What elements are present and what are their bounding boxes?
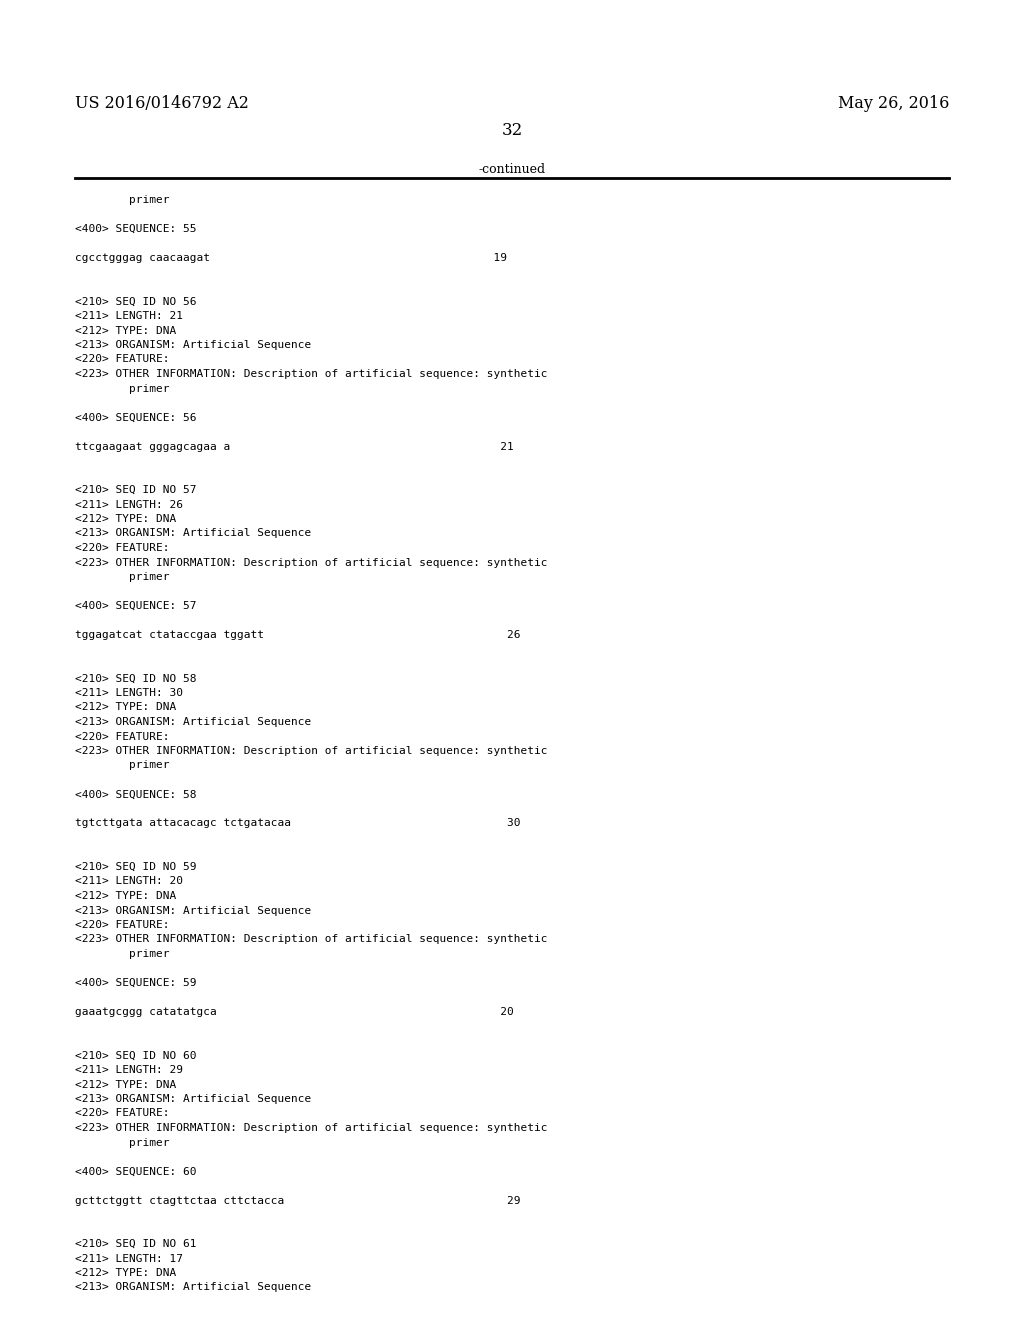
Text: <210> SEQ ID NO 60: <210> SEQ ID NO 60	[75, 1051, 197, 1060]
Text: <400> SEQUENCE: 55: <400> SEQUENCE: 55	[75, 224, 197, 234]
Text: <223> OTHER INFORMATION: Description of artificial sequence: synthetic: <223> OTHER INFORMATION: Description of …	[75, 1123, 548, 1133]
Text: <212> TYPE: DNA: <212> TYPE: DNA	[75, 1269, 176, 1278]
Text: <212> TYPE: DNA: <212> TYPE: DNA	[75, 891, 176, 902]
Text: primer: primer	[75, 384, 170, 393]
Text: <400> SEQUENCE: 56: <400> SEQUENCE: 56	[75, 412, 197, 422]
Text: <213> ORGANISM: Artificial Sequence: <213> ORGANISM: Artificial Sequence	[75, 528, 311, 539]
Text: primer: primer	[75, 949, 170, 960]
Text: <213> ORGANISM: Artificial Sequence: <213> ORGANISM: Artificial Sequence	[75, 906, 311, 916]
Text: <211> LENGTH: 20: <211> LENGTH: 20	[75, 876, 183, 887]
Text: <220> FEATURE:: <220> FEATURE:	[75, 543, 170, 553]
Text: <211> LENGTH: 30: <211> LENGTH: 30	[75, 688, 183, 698]
Text: tgtcttgata attacacagc tctgatacaa                                30: tgtcttgata attacacagc tctgatacaa 30	[75, 818, 520, 829]
Text: <212> TYPE: DNA: <212> TYPE: DNA	[75, 513, 176, 524]
Text: <211> LENGTH: 29: <211> LENGTH: 29	[75, 1065, 183, 1074]
Text: -continued: -continued	[478, 162, 546, 176]
Text: primer: primer	[75, 760, 170, 771]
Text: US 2016/0146792 A2: US 2016/0146792 A2	[75, 95, 249, 112]
Text: cgcctgggag caacaagat                                          19: cgcctgggag caacaagat 19	[75, 253, 507, 263]
Text: <220> FEATURE:: <220> FEATURE:	[75, 355, 170, 364]
Text: <220> FEATURE:: <220> FEATURE:	[75, 731, 170, 742]
Text: tggagatcat ctataccgaa tggatt                                    26: tggagatcat ctataccgaa tggatt 26	[75, 630, 520, 640]
Text: <400> SEQUENCE: 57: <400> SEQUENCE: 57	[75, 601, 197, 611]
Text: <211> LENGTH: 17: <211> LENGTH: 17	[75, 1254, 183, 1263]
Text: primer: primer	[75, 1138, 170, 1147]
Text: <223> OTHER INFORMATION: Description of artificial sequence: synthetic: <223> OTHER INFORMATION: Description of …	[75, 370, 548, 379]
Text: 32: 32	[502, 121, 522, 139]
Text: <210> SEQ ID NO 61: <210> SEQ ID NO 61	[75, 1239, 197, 1249]
Text: <223> OTHER INFORMATION: Description of artificial sequence: synthetic: <223> OTHER INFORMATION: Description of …	[75, 746, 548, 756]
Text: <210> SEQ ID NO 56: <210> SEQ ID NO 56	[75, 297, 197, 306]
Text: <213> ORGANISM: Artificial Sequence: <213> ORGANISM: Artificial Sequence	[75, 1283, 311, 1292]
Text: <220> FEATURE:: <220> FEATURE:	[75, 1109, 170, 1118]
Text: <400> SEQUENCE: 60: <400> SEQUENCE: 60	[75, 1167, 197, 1176]
Text: primer: primer	[75, 572, 170, 582]
Text: <211> LENGTH: 21: <211> LENGTH: 21	[75, 312, 183, 321]
Text: <212> TYPE: DNA: <212> TYPE: DNA	[75, 326, 176, 335]
Text: <210> SEQ ID NO 59: <210> SEQ ID NO 59	[75, 862, 197, 873]
Text: <223> OTHER INFORMATION: Description of artificial sequence: synthetic: <223> OTHER INFORMATION: Description of …	[75, 935, 548, 945]
Text: <223> OTHER INFORMATION: Description of artificial sequence: synthetic: <223> OTHER INFORMATION: Description of …	[75, 557, 548, 568]
Text: May 26, 2016: May 26, 2016	[838, 95, 949, 112]
Text: <213> ORGANISM: Artificial Sequence: <213> ORGANISM: Artificial Sequence	[75, 341, 311, 350]
Text: primer: primer	[75, 195, 170, 205]
Text: <400> SEQUENCE: 59: <400> SEQUENCE: 59	[75, 978, 197, 987]
Text: <212> TYPE: DNA: <212> TYPE: DNA	[75, 702, 176, 713]
Text: <212> TYPE: DNA: <212> TYPE: DNA	[75, 1080, 176, 1089]
Text: ttcgaagaat gggagcagaa a                                        21: ttcgaagaat gggagcagaa a 21	[75, 441, 514, 451]
Text: <213> ORGANISM: Artificial Sequence: <213> ORGANISM: Artificial Sequence	[75, 1094, 311, 1104]
Text: <211> LENGTH: 26: <211> LENGTH: 26	[75, 499, 183, 510]
Text: <210> SEQ ID NO 58: <210> SEQ ID NO 58	[75, 673, 197, 684]
Text: <210> SEQ ID NO 57: <210> SEQ ID NO 57	[75, 484, 197, 495]
Text: <400> SEQUENCE: 58: <400> SEQUENCE: 58	[75, 789, 197, 800]
Text: <220> FEATURE:: <220> FEATURE:	[75, 920, 170, 931]
Text: gcttctggtt ctagttctaa cttctacca                                 29: gcttctggtt ctagttctaa cttctacca 29	[75, 1196, 520, 1205]
Text: gaaatgcggg catatatgca                                          20: gaaatgcggg catatatgca 20	[75, 1007, 514, 1016]
Text: <213> ORGANISM: Artificial Sequence: <213> ORGANISM: Artificial Sequence	[75, 717, 311, 727]
